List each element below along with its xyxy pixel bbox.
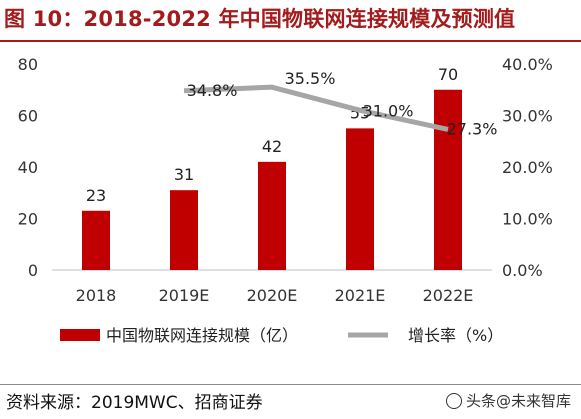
- right-axis-ticks: 0.0% 10.0% 20.0% 30.0% 40.0%: [502, 55, 553, 280]
- growth-rate-line: [183, 84, 449, 132]
- right-axis-tick-label: 10.0%: [502, 210, 553, 229]
- bar-series: [82, 89, 462, 270]
- left-axis-tick-label: 40: [18, 158, 38, 177]
- bar: [434, 89, 462, 270]
- legend: 中国物联网连接规模（亿） 增长率（%）: [60, 326, 503, 345]
- x-axis-tick-label: 2019E: [159, 286, 210, 305]
- growth-rate-label: 27.3%: [447, 119, 498, 138]
- right-axis-tick-label: 20.0%: [502, 158, 553, 177]
- header-rule: [0, 40, 581, 42]
- bar-value-label: 70: [438, 65, 458, 84]
- source-note: 资料来源：2019MWC、招商证券: [6, 393, 263, 413]
- left-axis-tick-label: 20: [18, 210, 38, 229]
- chart: 0 20 40 60 80 0.0% 10.0% 20.0% 30.0% 40.0% 23 31 4…: [18, 55, 553, 345]
- bar: [82, 210, 110, 270]
- right-axis-tick-label: 30.0%: [502, 107, 553, 126]
- right-axis-tick-label: 40.0%: [502, 55, 553, 74]
- legend-label-line: 增长率（%）: [408, 326, 503, 345]
- footer-rule: [0, 384, 581, 385]
- bar: [346, 128, 374, 270]
- left-axis-ticks: 0 20 40 60 80: [18, 55, 38, 280]
- growth-rate-labels: 34.8% 35.5% 31.0% 27.3%: [187, 69, 498, 138]
- left-axis-tick-label: 0: [28, 261, 38, 280]
- figure-title: 图 10：2018-2022 年中国物联网连接规模及预测值: [4, 7, 516, 31]
- legend-swatch-bar: [60, 329, 100, 341]
- bar-value-label: 31: [174, 165, 194, 184]
- watermark-logo-icon: [445, 392, 462, 409]
- left-axis-tick-label: 60: [18, 107, 38, 126]
- bar-value-label: 42: [262, 137, 282, 156]
- x-axis-ticks: 2018 2019E 2020E 2021E 2022E: [76, 286, 474, 305]
- x-axis-tick-label: 2020E: [247, 286, 298, 305]
- bar: [258, 161, 286, 270]
- left-axis-tick-label: 80: [18, 55, 38, 74]
- bar-value-label: 23: [86, 186, 106, 205]
- growth-rate-label: 34.8%: [187, 81, 238, 100]
- growth-rate-label: 31.0%: [363, 101, 414, 120]
- growth-rate-label: 35.5%: [285, 69, 336, 88]
- legend-label-bar: 中国物联网连接规模（亿）: [106, 326, 298, 345]
- figure-header: 图 10：2018-2022 年中国物联网连接规模及预测值: [0, 0, 581, 44]
- x-axis-tick-label: 2021E: [335, 286, 386, 305]
- x-axis-tick-label: 2022E: [423, 286, 474, 305]
- bar: [170, 190, 198, 270]
- watermark-text: 头条@未来智库: [465, 392, 571, 410]
- x-axis-tick-label: 2018: [76, 286, 117, 305]
- right-axis-tick-label: 0.0%: [502, 261, 543, 280]
- watermark: 头条@未来智库: [445, 390, 571, 411]
